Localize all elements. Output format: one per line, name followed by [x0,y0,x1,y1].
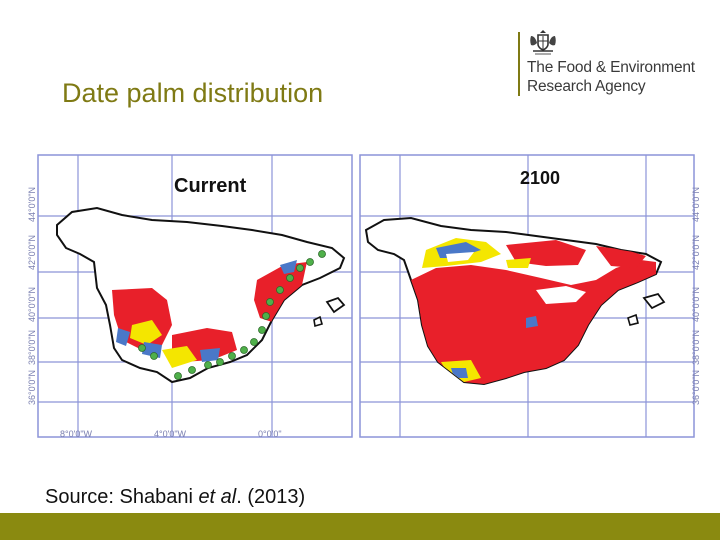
suitability-raster [411,238,656,384]
panel-title-current: Current [174,175,247,197]
lat-tick: 42°0'0"N [27,235,37,270]
lat-tick: 38°0'0"N [27,330,37,365]
lat-tick: 44°0'0"N [691,187,701,222]
lon-tick: 4°0'0"W [154,429,187,439]
projected-2100-map: 2100 36°0'0"N 38°0'0"N 40°0'0"N 42°0'0"N… [356,150,706,445]
logo-divider [518,32,520,96]
lon-tick: 0°0'0" [258,429,282,439]
panel-title-2100: 2100 [520,168,560,188]
fera-logo: The Food & Environment Research Agency [518,28,718,98]
lat-tick: 40°0'0"N [691,287,701,322]
logo-text-line-1: The Food & Environment [527,59,695,76]
lon-tick: 8°0'0"W [60,429,93,439]
balearic-islands [325,296,346,314]
source-citation: Source: Shabani et al. (2013) [45,486,305,509]
current-distribution-map: Current 36°0'0"N 38°0'0"N 40°0'0"N 42°0'… [22,150,358,445]
lat-tick: 44°0'0"N [27,187,37,222]
balearic-islands [642,292,666,310]
lat-tick: 36°0'0"N [27,370,37,405]
source-prefix: Source: Shabani [45,486,199,508]
lat-tick: 36°0'0"N [691,370,701,405]
source-italic: et al [198,486,237,508]
source-suffix: . (2013) [236,486,306,508]
logo-text-line-2: Research Agency [527,78,646,95]
lat-tick: 38°0'0"N [691,330,701,365]
lat-tick: 40°0'0"N [27,287,37,322]
footer-bar [0,513,720,540]
lat-tick: 42°0'0"N [691,235,701,270]
occurrence-points [138,250,326,380]
royal-coat-of-arms-icon [530,30,556,55]
slide-title: Date palm distribution [62,78,324,108]
